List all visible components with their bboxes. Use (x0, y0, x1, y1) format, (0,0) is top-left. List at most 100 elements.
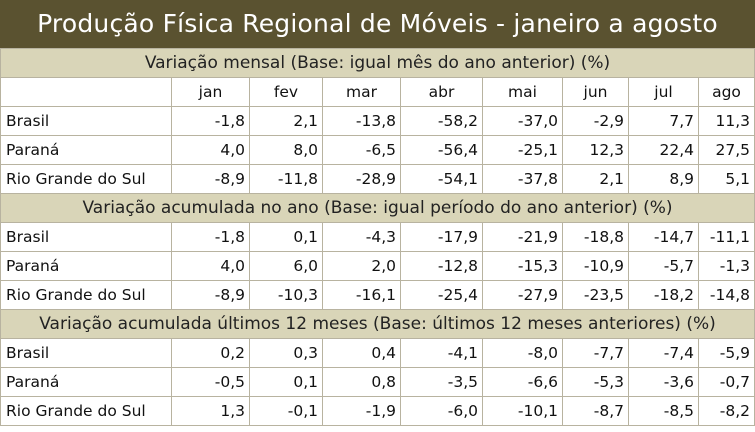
month-header-cell: jul (628, 77, 699, 107)
value-cell: -6,6 (482, 367, 563, 397)
value-cell: -56,4 (400, 135, 483, 165)
value-cell: -12,8 (400, 251, 483, 281)
value-cell: -18,2 (628, 280, 699, 310)
table-row: Brasil -1,8 0,1 -4,3 -17,9 -21,9 -18,8 -14,7 -11… (0, 222, 755, 252)
region-label: Rio Grande do Sul (0, 280, 172, 310)
value-cell: 27,5 (697, 135, 755, 165)
region-label: Rio Grande do Sul (0, 164, 172, 194)
value-cell: -6,0 (400, 396, 483, 426)
value-cell: -11,1 (697, 222, 755, 252)
value-cell: -10,1 (482, 396, 563, 426)
month-header-cell: jun (562, 77, 629, 107)
table-body: Variação mensal (Base: igual mês do ano … (0, 48, 755, 426)
value-cell: -14,8 (697, 280, 755, 310)
value-cell: -8,9 (171, 280, 250, 310)
value-cell: 2,1 (562, 164, 629, 194)
value-cell: -3,5 (400, 367, 483, 397)
region-label: Paraná (0, 135, 172, 165)
month-header-row: jan fev mar abr mai jun jul ago (0, 77, 755, 107)
month-header-cell: abr (400, 77, 483, 107)
value-cell: 0,8 (322, 367, 401, 397)
value-cell: -4,3 (322, 222, 401, 252)
table-row: Rio Grande do Sul -8,9 -11,8 -28,9 -54,1 -37,… (0, 164, 755, 194)
value-cell: 0,1 (249, 367, 323, 397)
value-cell: -13,8 (322, 106, 401, 136)
value-cell: 8,9 (628, 164, 699, 194)
table-row: Brasil 0,2 0,3 0,4 -4,1 -8,0 -7,7 -7,4 -5,9 (0, 338, 755, 368)
value-cell: -58,2 (400, 106, 483, 136)
value-cell: -5,7 (628, 251, 699, 281)
value-cell: -21,9 (482, 222, 563, 252)
value-cell: 0,1 (249, 222, 323, 252)
value-cell: 1,3 (171, 396, 250, 426)
value-cell: 2,1 (249, 106, 323, 136)
value-cell: -25,4 (400, 280, 483, 310)
region-label: Paraná (0, 367, 172, 397)
value-cell: -1,8 (171, 222, 250, 252)
value-cell: -1,8 (171, 106, 250, 136)
table-row: Rio Grande do Sul 1,3 -0,1 -1,9 -6,0 -10,1 -8,… (0, 396, 755, 426)
value-cell: -0,7 (697, 367, 755, 397)
section-heading: Variação acumulada últimos 12 meses (Bas… (0, 309, 755, 339)
value-cell: -11,8 (249, 164, 323, 194)
value-cell: -10,9 (562, 251, 629, 281)
value-cell: -54,1 (400, 164, 483, 194)
value-cell: -15,3 (482, 251, 563, 281)
month-header-cell: mar (322, 77, 401, 107)
value-cell: 2,0 (322, 251, 401, 281)
value-cell: -7,4 (628, 338, 699, 368)
value-cell: -8,5 (628, 396, 699, 426)
value-cell: -18,8 (562, 222, 629, 252)
value-cell: -23,5 (562, 280, 629, 310)
value-cell: -0,5 (171, 367, 250, 397)
value-cell: -16,1 (322, 280, 401, 310)
table-row: Paraná -0,5 0,1 0,8 -3,5 -6,6 -5,3 -3,6 -0,7 (0, 367, 755, 397)
empty-header-cell (0, 77, 172, 107)
table-row: Rio Grande do Sul -8,9 -10,3 -16,1 -25,4 -27,… (0, 280, 755, 310)
table-row: Paraná 4,0 8,0 -6,5 -56,4 -25,1 12,3 22,4 27,5 (0, 135, 755, 165)
section-header-row: Variação mensal (Base: igual mês do ano … (0, 48, 755, 78)
value-cell: -10,3 (249, 280, 323, 310)
value-cell: -1,3 (697, 251, 755, 281)
month-header-cell: jan (171, 77, 250, 107)
value-cell: 4,0 (171, 135, 250, 165)
value-cell: 5,1 (697, 164, 755, 194)
value-cell: -8,9 (171, 164, 250, 194)
value-cell: 12,3 (562, 135, 629, 165)
table-title: Produção Física Regional de Móveis - jan… (0, 0, 755, 48)
region-label: Paraná (0, 251, 172, 281)
value-cell: -0,1 (249, 396, 323, 426)
value-cell: -14,7 (628, 222, 699, 252)
value-cell: -8,2 (697, 396, 755, 426)
value-cell: -4,1 (400, 338, 483, 368)
value-cell: -1,9 (322, 396, 401, 426)
value-cell: 8,0 (249, 135, 323, 165)
region-label: Brasil (0, 338, 172, 368)
section-header-row: Variação acumulada últimos 12 meses (Bas… (0, 309, 755, 339)
value-cell: -8,7 (562, 396, 629, 426)
section-heading: Variação mensal (Base: igual mês do ano … (0, 48, 755, 78)
value-cell: -28,9 (322, 164, 401, 194)
region-label: Rio Grande do Sul (0, 396, 172, 426)
value-cell: -37,8 (482, 164, 563, 194)
value-cell: -5,9 (697, 338, 755, 368)
value-cell: 0,4 (322, 338, 401, 368)
value-cell: -8,0 (482, 338, 563, 368)
value-cell: 7,7 (628, 106, 699, 136)
value-cell: -27,9 (482, 280, 563, 310)
value-cell: -37,0 (482, 106, 563, 136)
value-cell: 22,4 (628, 135, 699, 165)
region-label: Brasil (0, 222, 172, 252)
table-row: Brasil -1,8 2,1 -13,8 -58,2 -37,0 -2,9 7,7 11,3 (0, 106, 755, 136)
value-cell: 4,0 (171, 251, 250, 281)
value-cell: -3,6 (628, 367, 699, 397)
month-header-cell: ago (697, 77, 755, 107)
value-cell: 6,0 (249, 251, 323, 281)
value-cell: -7,7 (562, 338, 629, 368)
section-heading: Variação acumulada no ano (Base: igual p… (0, 193, 755, 223)
value-cell: 11,3 (697, 106, 755, 136)
month-header-cell: mai (482, 77, 563, 107)
value-cell: -2,9 (562, 106, 629, 136)
section-header-row: Variação acumulada no ano (Base: igual p… (0, 193, 755, 223)
